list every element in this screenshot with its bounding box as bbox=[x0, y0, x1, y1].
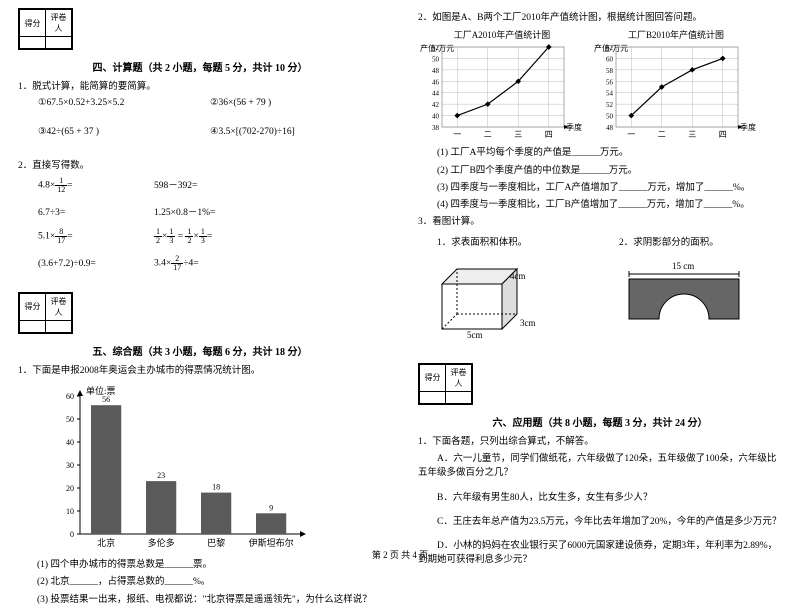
calc-item: 3.4×217÷4= bbox=[154, 255, 268, 272]
svg-text:一: 一 bbox=[453, 130, 461, 139]
svg-text:0: 0 bbox=[70, 530, 74, 539]
q5-3b: 2．求阴影部分的面积。 bbox=[600, 236, 782, 250]
svg-text:5cm: 5cm bbox=[467, 330, 483, 339]
section-5-title: 五、综合题（共 3 小题，每题 6 分，共计 18 分） bbox=[18, 343, 382, 358]
q4-2: 2．直接写得数。 bbox=[18, 159, 382, 173]
calc-item: 598－392= bbox=[154, 177, 268, 191]
svg-text:3cm: 3cm bbox=[520, 318, 536, 328]
q6-1: 1．下面各题，只列出综合算式，不解答。 bbox=[418, 435, 782, 449]
score-label: 得分 bbox=[20, 10, 46, 37]
score-box: 得分评卷人 bbox=[18, 8, 73, 50]
q5-2-4: (4) 四季度与一季度相比，工厂B产值增加了______万元，增加了______… bbox=[418, 198, 782, 212]
q6-1b: B．六年级有男生80人，比女生多，女生有多少人？ bbox=[418, 491, 782, 505]
q6-1a: A．六一儿童节，同学们做纸花，六年级做了120朵，五年级做了100朵，六年级比五… bbox=[418, 452, 782, 481]
svg-text:48: 48 bbox=[606, 124, 614, 132]
svg-text:23: 23 bbox=[157, 471, 165, 480]
svg-text:60: 60 bbox=[66, 392, 74, 401]
svg-text:三: 三 bbox=[514, 130, 522, 139]
svg-text:50: 50 bbox=[66, 415, 74, 424]
line-chart-b: 工厂B2010年产值统计图 产值/万元4850525456586062一二三四季… bbox=[592, 28, 760, 143]
svg-text:30: 30 bbox=[66, 461, 74, 470]
calc-item: 12×13 = 12×13= bbox=[154, 228, 268, 245]
svg-text:44: 44 bbox=[432, 90, 440, 98]
svg-text:38: 38 bbox=[432, 124, 440, 132]
svg-text:18: 18 bbox=[212, 483, 220, 492]
calc-item: ②36×(56 + 79 ) bbox=[210, 97, 382, 108]
svg-text:42: 42 bbox=[432, 101, 440, 109]
section-4-title: 四、计算题（共 2 小题，每题 5 分，共计 10 分） bbox=[18, 59, 382, 74]
page-footer: 第 2 页 共 4 页 bbox=[0, 548, 800, 561]
q5-3: 3．看图计算。 bbox=[418, 215, 782, 229]
svg-text:52: 52 bbox=[606, 101, 614, 109]
q5-2-2: (2) 工厂B四个季度产值的中位数是______万元。 bbox=[418, 164, 782, 178]
calc-item: (3.6+7.2)÷0.9= bbox=[38, 259, 152, 269]
chart-b-title: 工厂B2010年产值统计图 bbox=[592, 28, 760, 41]
line-chart-a: 工厂A2010年产值统计图 产值/万元3840424446485052一二三四季… bbox=[418, 28, 586, 143]
svg-text:58: 58 bbox=[606, 67, 614, 75]
svg-text:56: 56 bbox=[606, 79, 614, 87]
svg-text:46: 46 bbox=[432, 79, 440, 87]
svg-text:一: 一 bbox=[627, 130, 635, 139]
q6-1c: C．王庄去年总产值为23.5万元，今年比去年增加了20%，今年的产值是多少万元？ bbox=[418, 515, 782, 529]
bar-chart: 0 10 20 30 40 50 60 单位:票56 北京 23 多伦多 18 巴黎 9 伊斯坦布尔 bbox=[48, 384, 382, 554]
grader-label: 评卷人 bbox=[46, 10, 72, 37]
q5-2-1: (1) 工厂A平均每个季度的产值是______万元。 bbox=[418, 146, 782, 160]
section-6-title: 六、应用题（共 8 小题，每题 3 分，共计 24 分） bbox=[418, 414, 782, 429]
q5-3a: 1．求表面积和体积。 bbox=[418, 236, 600, 250]
svg-text:三: 三 bbox=[688, 130, 696, 139]
svg-text:40: 40 bbox=[432, 113, 440, 121]
svg-text:20: 20 bbox=[66, 484, 74, 493]
svg-text:单位:票: 单位:票 bbox=[86, 385, 116, 396]
grader-label: 评卷人 bbox=[46, 293, 72, 320]
svg-text:9: 9 bbox=[269, 503, 273, 512]
svg-text:52: 52 bbox=[432, 44, 440, 52]
svg-text:50: 50 bbox=[606, 113, 614, 121]
svg-text:50: 50 bbox=[432, 56, 440, 64]
q5-1: 1．下面是申报2008年奥运会主办城市的得票情况统计图。 bbox=[18, 364, 382, 378]
score-box: 得分评卷人 bbox=[18, 292, 73, 334]
chart-a-title: 工厂A2010年产值统计图 bbox=[418, 28, 586, 41]
svg-text:二: 二 bbox=[484, 130, 492, 139]
svg-text:四: 四 bbox=[545, 130, 553, 139]
svg-text:60: 60 bbox=[606, 56, 614, 64]
cuboid-figure: 5cm 3cm 4cm bbox=[432, 259, 542, 339]
svg-text:多伦多: 多伦多 bbox=[148, 537, 175, 548]
calc-item: ③42÷(65 + 37 ) bbox=[38, 126, 210, 137]
svg-text:15 cm: 15 cm bbox=[672, 261, 694, 271]
score-box: 得分评卷人 bbox=[418, 363, 473, 405]
q5-2-3: (3) 四季度与一季度相比，工厂A产值增加了______万元，增加了______… bbox=[418, 181, 782, 195]
calc-item: ④3.5×[(702-270)÷16] bbox=[210, 126, 382, 137]
svg-text:48: 48 bbox=[432, 67, 440, 75]
arch-figure: 15 cm bbox=[614, 259, 754, 329]
svg-text:40: 40 bbox=[66, 438, 74, 447]
q5-1-3: (3) 投票结果一出来，报纸、电视都说："北京得票是遥遥领先"，为什么这样说？ bbox=[18, 593, 382, 607]
q5-1-2: (2) 北京______，占得票总数的______%。 bbox=[18, 575, 382, 589]
calc-item: 1.25×0.8－1%= bbox=[154, 204, 268, 218]
svg-text:4cm: 4cm bbox=[510, 271, 526, 281]
score-label: 得分 bbox=[420, 364, 446, 391]
svg-text:10: 10 bbox=[66, 507, 74, 516]
svg-text:北京: 北京 bbox=[97, 537, 115, 548]
calc-item: ①67.5×0.52+3.25×5.2 bbox=[38, 97, 210, 108]
q4-1: 1．脱式计算，能简算的要简算。 bbox=[18, 80, 382, 94]
svg-text:巴黎: 巴黎 bbox=[207, 537, 225, 548]
grader-label: 评卷人 bbox=[446, 364, 472, 391]
calc-item: 4.8×112= bbox=[38, 177, 152, 194]
calc-item: 5.1×817= bbox=[38, 228, 152, 245]
svg-text:56: 56 bbox=[102, 395, 110, 404]
svg-text:伊斯坦布尔: 伊斯坦布尔 bbox=[249, 537, 294, 548]
svg-text:二: 二 bbox=[658, 130, 666, 139]
q5-2: 2．如图是A、B两个工厂2010年产值统计图，根据统计图回答问题。 bbox=[418, 11, 782, 25]
direct-calc-grid: 4.8×112= 598－392= 6.7÷3= 1.25×0.8－1%= 5.… bbox=[38, 177, 382, 282]
svg-text:四: 四 bbox=[719, 130, 727, 139]
score-label: 得分 bbox=[20, 293, 46, 320]
svg-text:62: 62 bbox=[606, 44, 614, 52]
calc-item: 6.7÷3= bbox=[38, 208, 152, 218]
svg-text:54: 54 bbox=[606, 90, 614, 98]
